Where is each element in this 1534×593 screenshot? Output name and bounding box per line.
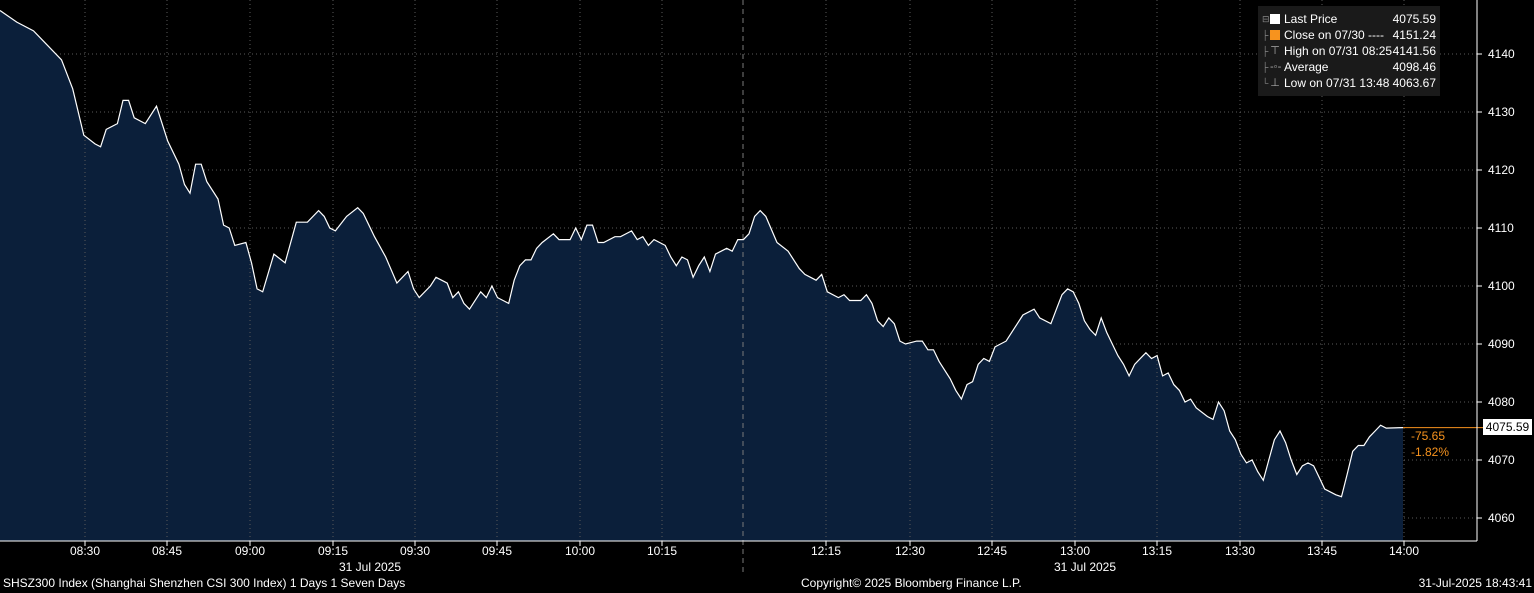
date-label-afternoon: 31 Jul 2025 xyxy=(1054,560,1116,574)
x-tick-label: 13:15 xyxy=(1142,544,1172,558)
legend-value: 4075.59 xyxy=(1392,12,1436,26)
price-area xyxy=(0,10,1403,541)
x-tick-label: 09:15 xyxy=(318,544,348,558)
white-square-icon xyxy=(1270,14,1280,24)
x-tick-label: 12:45 xyxy=(977,544,1007,558)
legend-entry-high: ├ ⊤ High on 07/31 08:25 4141.56 xyxy=(1262,43,1436,59)
change-percent: -1.82% xyxy=(1411,445,1450,459)
legend-entry-close: ├ Close on 07/30 ---- 4151.24 xyxy=(1262,27,1436,43)
legend-label: Low on 07/31 13:48 xyxy=(1284,76,1390,90)
tree-branch-icon: ├ xyxy=(1262,46,1269,56)
legend-value: 4141.56 xyxy=(1392,44,1436,58)
y-axis-ticks: 4060 4070 4080 4090 4100 4110 4120 4130 4140 xyxy=(1477,47,1515,525)
x-tick-label: 09:45 xyxy=(482,544,512,558)
high-marker-icon: ⊤ xyxy=(1270,45,1280,57)
average-marker-icon: -◦- xyxy=(1270,61,1282,73)
y-tick-label: 4110 xyxy=(1488,221,1514,235)
y-tick-label: 4070 xyxy=(1488,453,1515,467)
x-axis-ticks: 08:30 08:45 09:00 09:15 09:30 09:45 10:00 10:15… xyxy=(70,541,1419,558)
last-price-line xyxy=(0,10,1404,498)
tree-branch-icon: └ xyxy=(1262,78,1269,88)
x-tick-label: 10:15 xyxy=(647,544,677,558)
date-label-morning: 31 Jul 2025 xyxy=(339,560,401,574)
x-tick-label: 09:30 xyxy=(400,544,430,558)
x-tick-label: 13:30 xyxy=(1225,544,1255,558)
legend-label: High on 07/31 08:25 xyxy=(1284,44,1393,58)
legend-entry-average: ├ -◦- Average 4098.46 xyxy=(1262,59,1436,75)
legend: ⊟ Last Price 4075.59 ├ Close on 07/30 --… xyxy=(1258,6,1440,96)
orange-square-icon xyxy=(1270,30,1280,40)
x-tick-label: 13:00 xyxy=(1060,544,1090,558)
legend-value: 4098.46 xyxy=(1392,60,1436,74)
tree-branch-icon: ├ xyxy=(1262,62,1269,72)
x-tick-label: 12:15 xyxy=(811,544,841,558)
x-tick-label: 13:45 xyxy=(1307,544,1337,558)
legend-entry-low: └ ⊥ Low on 07/31 13:48 4063.67 xyxy=(1262,75,1436,91)
footer-timestamp: 31-Jul-2025 18:43:41 xyxy=(1418,576,1532,590)
x-tick-label: 12:30 xyxy=(895,544,925,558)
legend-label: Close on 07/30 ---- xyxy=(1284,28,1385,42)
footer-copyright: Copyright© 2025 Bloomberg Finance L.P. xyxy=(801,576,1022,590)
change-absolute: -75.65 xyxy=(1411,429,1446,443)
legend-entry-last-price: ⊟ Last Price 4075.59 xyxy=(1262,11,1436,27)
x-tick-label: 09:00 xyxy=(235,544,265,558)
collapse-icon[interactable]: ⊟ xyxy=(1262,14,1270,24)
y-tick-label: 4080 xyxy=(1488,395,1515,409)
y-tick-label: 4120 xyxy=(1488,163,1515,177)
legend-value: 4151.24 xyxy=(1392,28,1436,42)
low-marker-icon: ⊥ xyxy=(1270,77,1280,89)
x-tick-label: 14:00 xyxy=(1389,544,1419,558)
footer-security-description: SHSZ300 Index (Shanghai Shenzhen CSI 300… xyxy=(3,576,406,590)
last-price-tag: 4075.59 xyxy=(1483,419,1532,435)
legend-label: Last Price xyxy=(1284,12,1338,26)
y-tick-label: 4090 xyxy=(1488,337,1515,351)
x-tick-label: 08:30 xyxy=(70,544,100,558)
legend-label: Average xyxy=(1284,60,1329,74)
x-tick-label: 10:00 xyxy=(565,544,595,558)
y-tick-label: 4100 xyxy=(1488,279,1515,293)
y-tick-label: 4130 xyxy=(1488,105,1515,119)
legend-value: 4063.67 xyxy=(1392,76,1436,90)
y-tick-label: 4140 xyxy=(1488,47,1515,61)
x-tick-label: 08:45 xyxy=(152,544,182,558)
tree-branch-icon: ├ xyxy=(1262,30,1269,40)
y-tick-label: 4060 xyxy=(1488,511,1515,525)
